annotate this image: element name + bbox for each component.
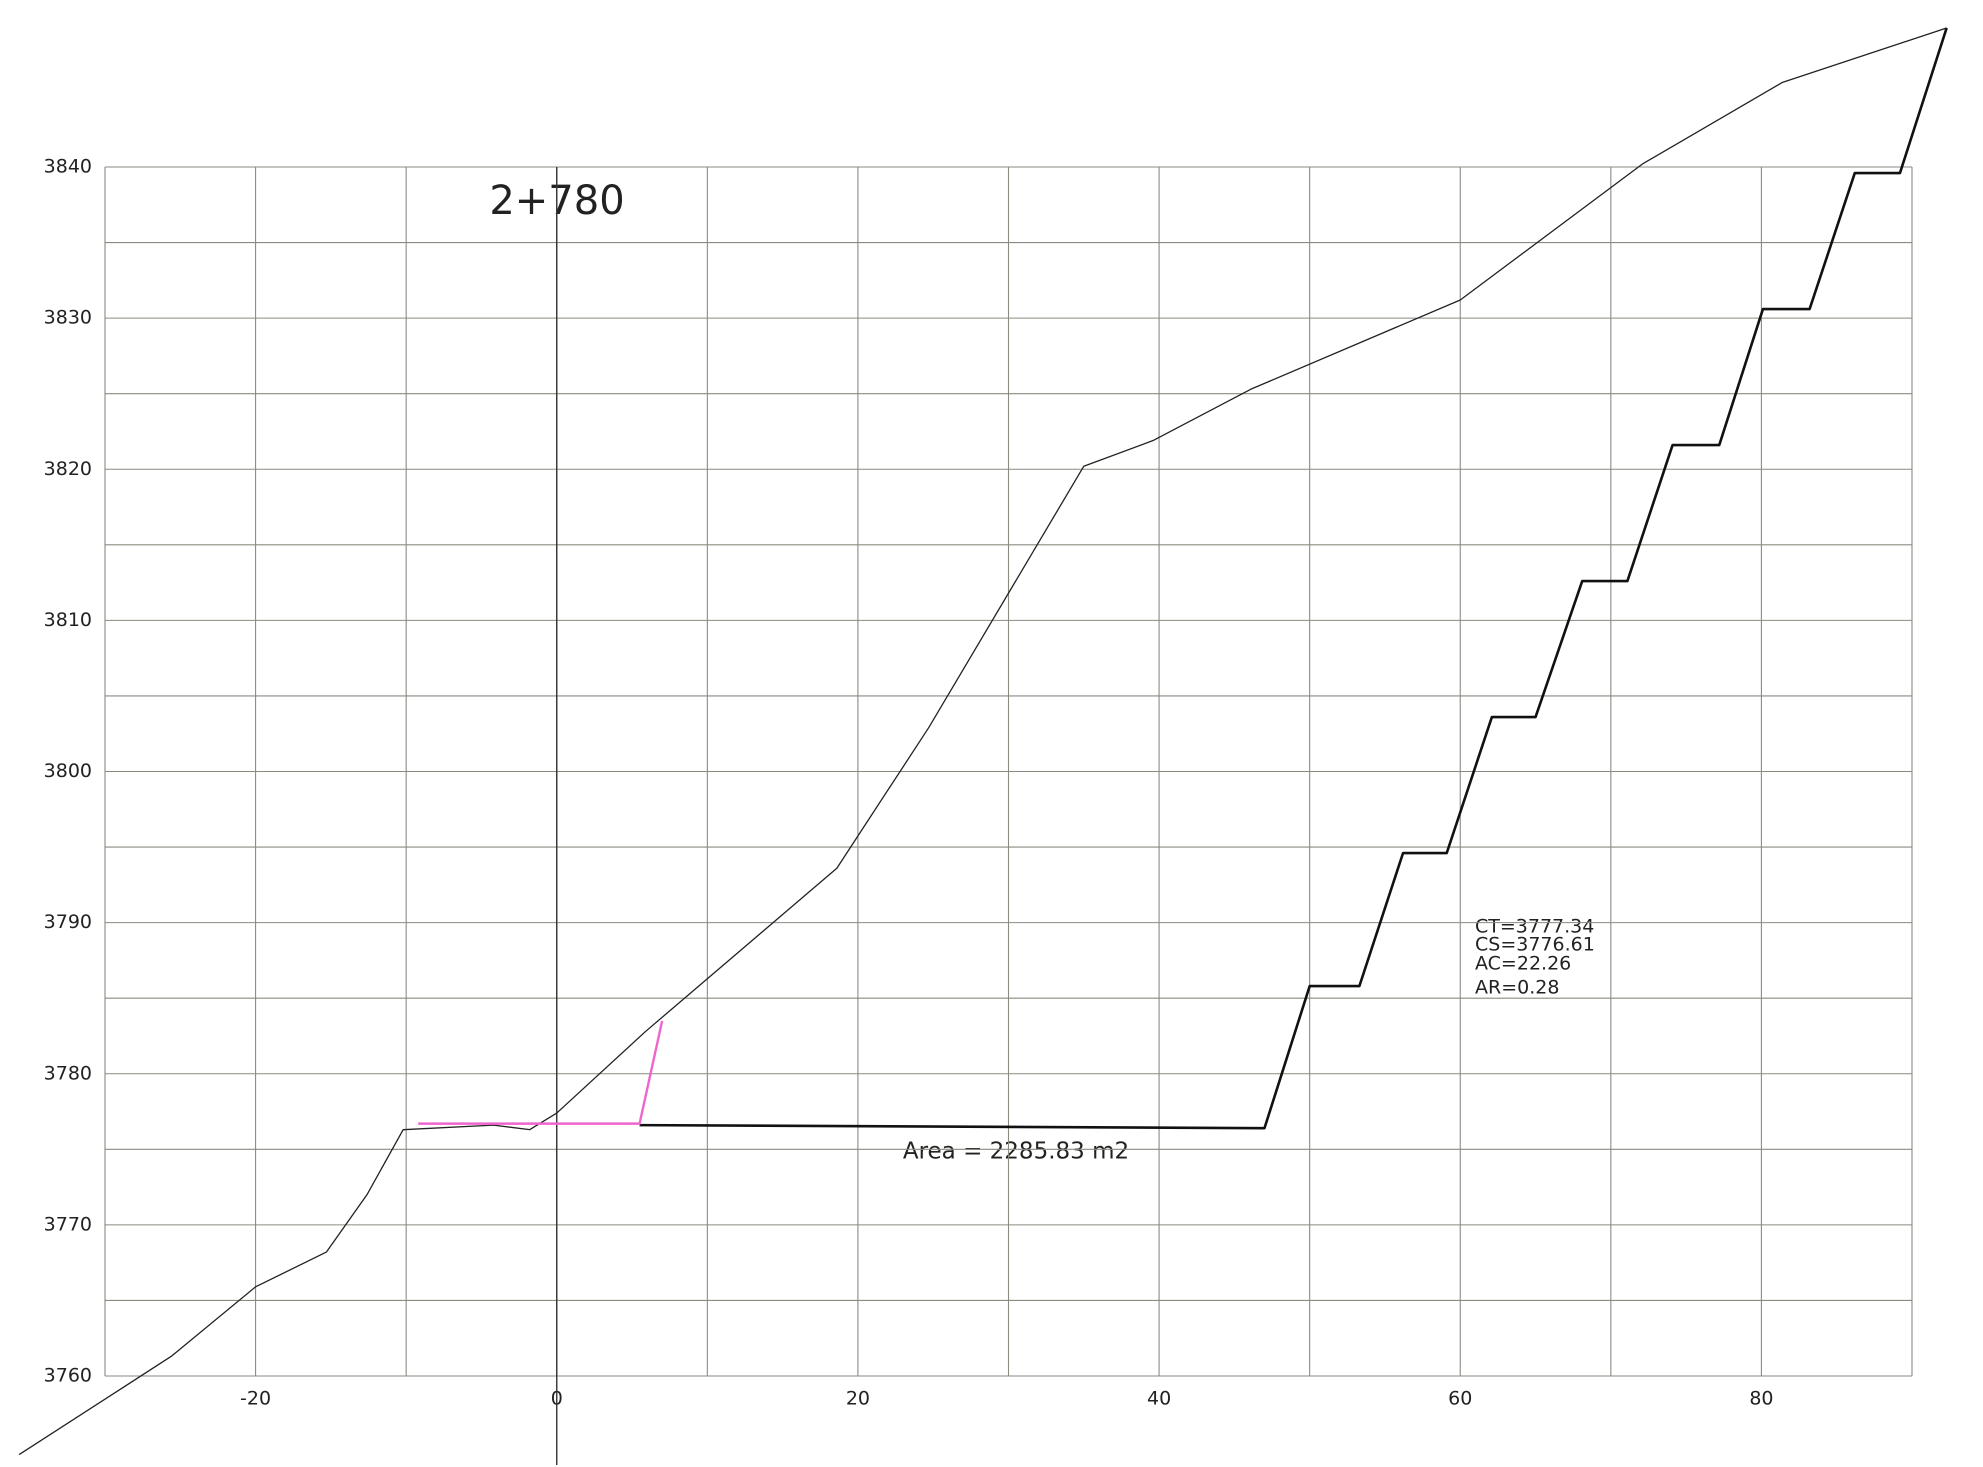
- x-tick-label: -20: [240, 1388, 271, 1410]
- profile-line: [418, 1020, 664, 1125]
- x-tick-label: 40: [1147, 1388, 1171, 1410]
- y-tick-label: 3770: [44, 1213, 92, 1235]
- y-tick-label: 3820: [44, 458, 92, 480]
- note: AR=0.28: [1475, 977, 1559, 999]
- y-tick-label: 3780: [44, 1062, 92, 1084]
- profile-line: [639, 27, 1948, 1130]
- x-tick-label: 20: [846, 1388, 870, 1410]
- y-tick-label: 3790: [44, 911, 92, 933]
- y-tick-label: 3760: [44, 1365, 92, 1387]
- note: CT=3777.34: [1475, 916, 1594, 938]
- x-tick-label: 80: [1749, 1388, 1773, 1410]
- y-tick-label: 3830: [44, 307, 92, 329]
- area-label: Area = 2285.83 m2: [903, 1139, 1129, 1165]
- note: CS=3776.61: [1475, 934, 1595, 956]
- note: AC=22.26: [1475, 953, 1571, 975]
- x-tick-label: 60: [1448, 1388, 1472, 1410]
- y-tick-label: 3840: [44, 156, 92, 178]
- y-tick-label: 3800: [44, 760, 92, 782]
- profile-line: [18, 27, 1947, 1456]
- y-tick-label: 3810: [44, 609, 92, 631]
